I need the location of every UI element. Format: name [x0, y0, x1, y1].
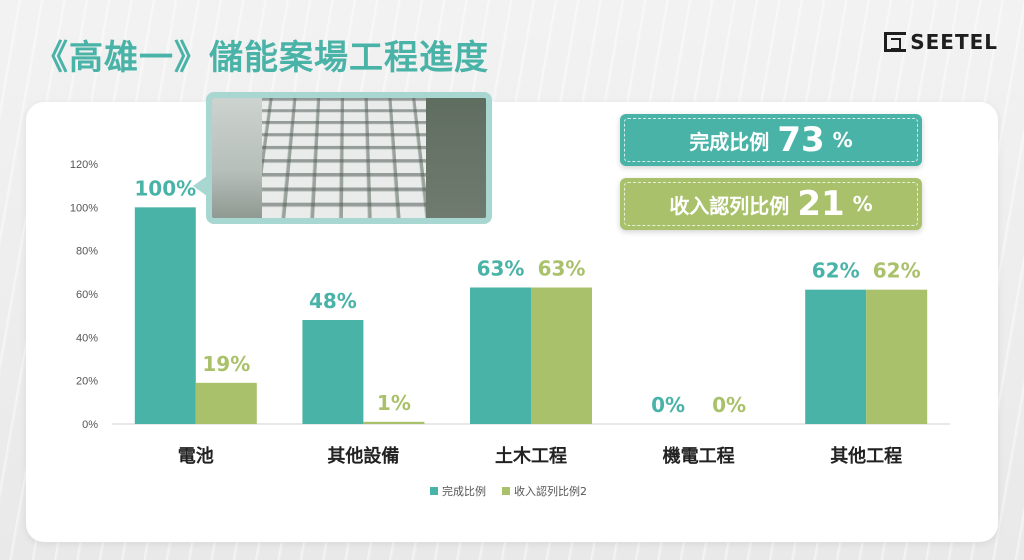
legend-swatch	[430, 487, 438, 495]
category-label: 其他工程	[830, 445, 902, 467]
category-label: 電池	[178, 445, 214, 467]
photo-callout-pointer	[193, 176, 207, 196]
y-tick-label: 100%	[70, 202, 98, 214]
photo-building	[212, 98, 262, 218]
legend-label: 完成比例	[442, 484, 486, 498]
y-tick-label: 120%	[70, 159, 98, 171]
bar-complete	[302, 320, 363, 424]
legend-label: 收入認列比例2	[514, 484, 587, 498]
y-tick-label: 0%	[82, 419, 98, 431]
legend-swatch	[502, 487, 510, 495]
data-label: 19%	[202, 352, 250, 376]
y-tick-label: 60%	[76, 289, 98, 301]
y-tick-label: 20%	[76, 376, 98, 388]
data-label: 63%	[477, 257, 525, 281]
bar-complete	[805, 290, 866, 424]
bar-revenue	[866, 290, 927, 424]
category-label: 土木工程	[495, 445, 567, 467]
data-label: 62%	[812, 259, 860, 283]
data-label: 63%	[538, 257, 586, 281]
y-tick-label: 40%	[76, 332, 98, 344]
data-label: 48%	[309, 289, 357, 313]
bar-revenue	[531, 288, 592, 425]
data-label: 62%	[873, 259, 921, 283]
data-label: 0%	[651, 393, 685, 417]
data-label: 1%	[377, 391, 411, 415]
category-label: 機電工程	[663, 445, 735, 467]
site-photo	[206, 92, 492, 224]
revenue-ratio-badge: 收入認列比例 21 %	[620, 178, 922, 230]
y-tick-label: 80%	[76, 246, 98, 258]
data-label: 0%	[712, 393, 746, 417]
photo-trees	[426, 98, 486, 218]
bar-revenue	[196, 383, 257, 424]
category-label: 其他設備	[327, 445, 399, 467]
bar-complete	[470, 288, 531, 425]
complete-ratio-badge: 完成比例 73 %	[620, 114, 922, 166]
bar-revenue	[363, 422, 424, 424]
bar-complete	[135, 207, 196, 424]
data-label: 100%	[134, 176, 196, 200]
